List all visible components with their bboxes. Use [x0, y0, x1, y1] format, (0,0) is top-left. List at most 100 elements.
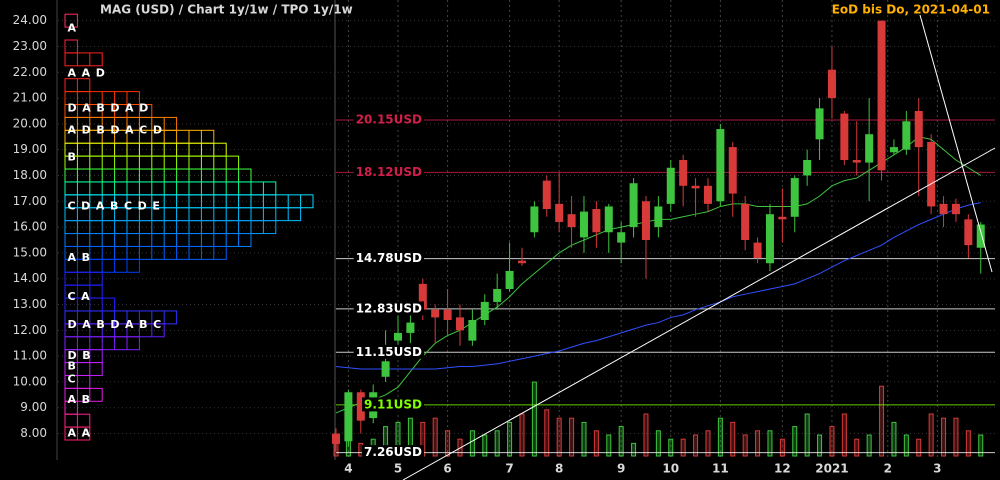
candle-body: [728, 147, 737, 194]
candle-body: [927, 141, 936, 207]
x-tick-label: 12: [774, 462, 791, 476]
candle-body: [418, 283, 427, 310]
y-tick-label: 10.00: [13, 374, 47, 388]
candle-body: [592, 209, 601, 233]
candle-body: [827, 69, 836, 99]
candle-body: [468, 320, 477, 341]
candle-body: [914, 110, 923, 148]
volume-bar: [581, 421, 587, 457]
volume-bar: [841, 413, 847, 457]
x-tick-label: 3: [933, 462, 941, 476]
candle-body: [406, 322, 415, 333]
volume-bar: [978, 434, 984, 457]
candle-body: [840, 113, 849, 160]
y-tick-label: 9.00: [20, 400, 47, 414]
candle-body: [579, 211, 588, 238]
tpo-letter: ADBDACD: [68, 123, 168, 136]
volume-bar: [779, 438, 785, 457]
x-tick-label: 11: [712, 462, 729, 476]
volume-bar: [742, 434, 748, 457]
level-label-bg: [353, 164, 425, 179]
x-tick-label: 4: [344, 462, 352, 476]
volume-bar: [519, 413, 525, 457]
tpo-letter: A: [68, 21, 82, 34]
x-tick-label: 2: [884, 462, 892, 476]
x-tick-label: 7: [505, 462, 513, 476]
chart-title: MAG (USD) / Chart 1y/1w / TPO 1y/1w: [100, 3, 353, 17]
candle-body: [356, 392, 365, 421]
y-tick-label: 22.00: [13, 65, 47, 79]
tpo-letter: C: [68, 372, 82, 385]
candle-body: [778, 216, 787, 220]
candle-body: [654, 206, 663, 228]
volume-bar: [755, 430, 761, 457]
y-tick-label: 23.00: [13, 39, 47, 53]
tpo-letter: CDABCDE: [68, 199, 166, 212]
volume-bar: [432, 417, 438, 457]
plot-layer: 8.00 9.00 10.00 11.00 12.00 13.00 14.00 15.00 16…: [13, 0, 995, 476]
candle-body: [381, 361, 390, 377]
volume-bar: [569, 417, 575, 457]
candle-body: [889, 147, 898, 153]
candle-body: [852, 160, 861, 163]
volume-bar: [717, 417, 723, 457]
level-label-bg: [362, 397, 425, 412]
volume-bar: [705, 430, 711, 457]
tpo-letter: DABDAD: [68, 101, 154, 114]
volume-bar: [928, 413, 934, 457]
candle-body: [629, 183, 638, 228]
tpo-letter: AAD: [68, 67, 111, 80]
volume-bar: [693, 434, 699, 457]
candle-body: [753, 242, 762, 259]
volume-bar: [817, 434, 823, 457]
candle-body: [815, 108, 824, 140]
y-tick-label: 16.00: [13, 220, 47, 234]
tpo-letter: DB: [68, 349, 97, 362]
candle-body: [716, 129, 725, 202]
y-tick-label: 8.00: [20, 426, 47, 440]
volume-bar: [482, 434, 488, 457]
volume-bar: [507, 421, 513, 457]
volume-bar: [655, 430, 661, 457]
candle-body: [332, 433, 340, 444]
candle-body: [865, 134, 874, 163]
volume-bar: [866, 434, 872, 457]
y-tick-label: 21.00: [13, 91, 47, 105]
volume-bar: [916, 438, 922, 457]
tpo-letter: B: [68, 359, 82, 372]
y-tick-label: 24.00: [13, 13, 47, 27]
volume-bar: [730, 421, 736, 457]
volume-bar: [556, 417, 562, 457]
candle-body: [803, 160, 812, 176]
candle-body: [703, 185, 712, 204]
y-tick-label: 20.00: [13, 116, 47, 130]
level-label: 14.78USD: [356, 251, 422, 265]
y-tick-label: 11.00: [13, 349, 47, 363]
x-tick-label: 9: [617, 462, 625, 476]
volume-bar: [879, 385, 885, 457]
level-label-bg: [353, 344, 425, 359]
level-label-bg: [353, 301, 425, 316]
chart-subtitle: EoD bis Do, 2021-04-01: [832, 3, 990, 17]
tpo-letter: AA: [68, 427, 96, 440]
level-label: 20.15USD: [356, 113, 422, 127]
y-tick-label: 12.00: [13, 323, 47, 337]
candle-body: [431, 309, 440, 318]
level-label: 11.15USD: [356, 345, 422, 359]
tpo-row: [64, 52, 103, 67]
candle-body: [877, 20, 886, 171]
candle-body: [666, 167, 675, 204]
level-label: 12.83USD: [356, 301, 422, 315]
level-label: 18.12USD: [356, 165, 422, 179]
y-tick-label: 19.00: [13, 142, 47, 156]
volume-bar: [829, 426, 835, 457]
candle-body: [964, 219, 973, 246]
level-label-bg: [362, 445, 425, 460]
candle-body: [542, 180, 551, 210]
tpo-row: [64, 13, 78, 28]
volume-bar: [941, 417, 947, 457]
candle-body: [344, 392, 353, 442]
candle-body: [976, 224, 985, 248]
candle-body: [393, 332, 402, 341]
